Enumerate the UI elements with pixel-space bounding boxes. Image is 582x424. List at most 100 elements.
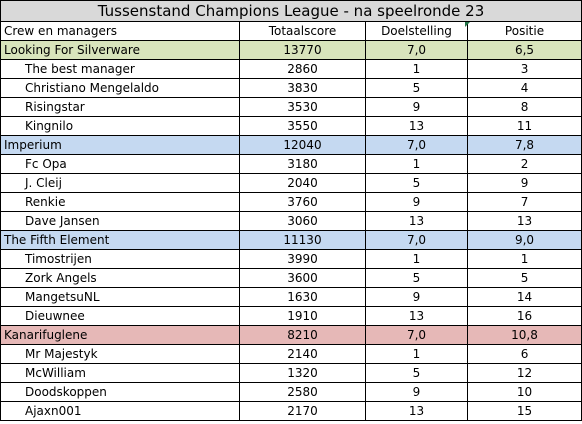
manager-name[interactable]: Risingstar xyxy=(0,97,240,117)
manager-position[interactable]: 13 xyxy=(466,211,582,231)
manager-name[interactable]: Timostrijen xyxy=(0,249,240,269)
manager-position[interactable]: 12 xyxy=(466,363,582,383)
manager-row: Timostrijen 3990 1 1 xyxy=(0,249,582,269)
manager-score[interactable]: 2860 xyxy=(239,59,366,79)
manager-name[interactable]: Mr Majestyk xyxy=(0,344,240,364)
manager-goal[interactable]: 9 xyxy=(365,97,468,117)
manager-position[interactable]: 6 xyxy=(466,344,582,364)
manager-row: Dave Jansen 3060 13 13 xyxy=(0,211,582,231)
manager-name[interactable]: Renkie xyxy=(0,192,240,212)
manager-position[interactable]: 9 xyxy=(466,173,582,193)
manager-row: Zork Angels 3600 5 5 xyxy=(0,268,582,288)
manager-name[interactable]: Zork Angels xyxy=(0,268,240,288)
team-position[interactable]: 7,8 xyxy=(466,135,582,155)
manager-goal[interactable]: 5 xyxy=(365,268,468,288)
manager-name[interactable]: Dieuwnee xyxy=(0,306,240,326)
manager-goal[interactable]: 13 xyxy=(365,116,468,136)
team-row: Kanarifuglene 8210 7,0 10,8 xyxy=(0,325,582,345)
manager-goal[interactable]: 9 xyxy=(365,192,468,212)
manager-goal[interactable]: 1 xyxy=(365,344,468,364)
team-score[interactable]: 8210 xyxy=(239,325,366,345)
manager-name[interactable]: The best manager xyxy=(0,59,240,79)
manager-score[interactable]: 1320 xyxy=(239,363,366,383)
manager-position[interactable]: 5 xyxy=(466,268,582,288)
team-position[interactable]: 9,0 xyxy=(466,230,582,250)
manager-score[interactable]: 2140 xyxy=(239,344,366,364)
manager-score[interactable]: 3990 xyxy=(239,249,366,269)
manager-goal[interactable]: 5 xyxy=(365,363,468,383)
header-crew[interactable]: Crew en managers xyxy=(0,21,240,41)
manager-goal[interactable]: 13 xyxy=(365,306,468,326)
manager-position[interactable]: 10 xyxy=(466,382,582,402)
manager-score[interactable]: 3760 xyxy=(239,192,366,212)
team-row: Looking For Silverware 13770 7,0 6,5 xyxy=(0,40,582,60)
manager-score[interactable]: 1910 xyxy=(239,306,366,326)
manager-score[interactable]: 3550 xyxy=(239,116,366,136)
team-position[interactable]: 6,5 xyxy=(466,40,582,60)
team-goal[interactable]: 7,0 xyxy=(365,135,468,155)
manager-goal[interactable]: 1 xyxy=(365,59,468,79)
manager-name[interactable]: Doodskoppen xyxy=(0,382,240,402)
manager-name[interactable]: Ajaxn001 xyxy=(0,401,240,421)
header-position[interactable]: Positie xyxy=(466,21,582,41)
manager-score[interactable]: 1630 xyxy=(239,287,366,307)
manager-goal[interactable]: 5 xyxy=(365,173,468,193)
team-goal[interactable]: 7,0 xyxy=(365,325,468,345)
manager-position[interactable]: 7 xyxy=(466,192,582,212)
manager-row: Fc Opa 3180 1 2 xyxy=(0,154,582,174)
team-name[interactable]: Imperium xyxy=(0,135,240,155)
manager-score[interactable]: 2580 xyxy=(239,382,366,402)
team-name[interactable]: Kanarifuglene xyxy=(0,325,240,345)
header-row: Crew en managers Totaalscore Doelstellin… xyxy=(0,21,582,41)
manager-score[interactable]: 2170 xyxy=(239,401,366,421)
manager-goal[interactable]: 5 xyxy=(365,78,468,98)
manager-row: Dieuwnee 1910 13 16 xyxy=(0,306,582,326)
manager-score[interactable]: 3180 xyxy=(239,154,366,174)
manager-position[interactable]: 8 xyxy=(466,97,582,117)
manager-goal[interactable]: 1 xyxy=(365,154,468,174)
manager-name[interactable]: Dave Jansen xyxy=(0,211,240,231)
manager-name[interactable]: Christiano Mengelaldo xyxy=(0,78,240,98)
team-name[interactable]: Looking For Silverware xyxy=(0,40,240,60)
manager-goal[interactable]: 13 xyxy=(365,211,468,231)
manager-position[interactable]: 14 xyxy=(466,287,582,307)
manager-row: The best manager 2860 1 3 xyxy=(0,59,582,79)
manager-goal[interactable]: 9 xyxy=(365,382,468,402)
manager-goal[interactable]: 9 xyxy=(365,287,468,307)
manager-position[interactable]: 1 xyxy=(466,249,582,269)
manager-position[interactable]: 2 xyxy=(466,154,582,174)
manager-position[interactable]: 11 xyxy=(466,116,582,136)
team-position[interactable]: 10,8 xyxy=(466,325,582,345)
manager-score[interactable]: 3060 xyxy=(239,211,366,231)
header-goal[interactable]: Doelstelling xyxy=(365,21,468,41)
team-name[interactable]: The Fifth Element xyxy=(0,230,240,250)
team-score[interactable]: 12040 xyxy=(239,135,366,155)
team-row: Imperium 12040 7,0 7,8 xyxy=(0,135,582,155)
manager-score[interactable]: 2040 xyxy=(239,173,366,193)
manager-name[interactable]: Kingnilo xyxy=(0,116,240,136)
manager-row: J. Cleij 2040 5 9 xyxy=(0,173,582,193)
manager-position[interactable]: 3 xyxy=(466,59,582,79)
manager-score[interactable]: 3600 xyxy=(239,268,366,288)
header-score[interactable]: Totaalscore xyxy=(239,21,366,41)
manager-position[interactable]: 15 xyxy=(466,401,582,421)
sheet-title[interactable]: Tussenstand Champions League - na speelr… xyxy=(0,0,582,22)
manager-name[interactable]: J. Cleij xyxy=(0,173,240,193)
manager-position[interactable]: 16 xyxy=(466,306,582,326)
manager-row: MangetsuNL 1630 9 14 xyxy=(0,287,582,307)
manager-name[interactable]: Fc Opa xyxy=(0,154,240,174)
manager-score[interactable]: 3530 xyxy=(239,97,366,117)
manager-score[interactable]: 3830 xyxy=(239,78,366,98)
manager-name[interactable]: McWilliam xyxy=(0,363,240,383)
team-goal[interactable]: 7,0 xyxy=(365,230,468,250)
manager-goal[interactable]: 13 xyxy=(365,401,468,421)
team-goal[interactable]: 7,0 xyxy=(365,40,468,60)
team-score[interactable]: 13770 xyxy=(239,40,366,60)
team-score[interactable]: 11130 xyxy=(239,230,366,250)
manager-position[interactable]: 4 xyxy=(466,78,582,98)
manager-name[interactable]: MangetsuNL xyxy=(0,287,240,307)
manager-row: Kingnilo 3550 13 11 xyxy=(0,116,582,136)
manager-goal[interactable]: 1 xyxy=(365,249,468,269)
